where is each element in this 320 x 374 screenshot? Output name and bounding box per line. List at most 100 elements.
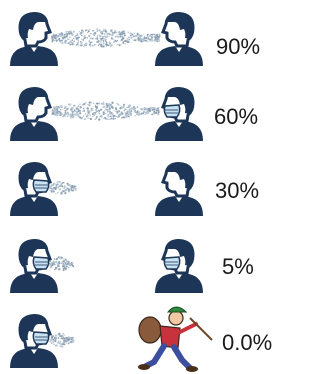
droplet xyxy=(92,45,94,47)
droplet xyxy=(80,34,81,35)
droplet xyxy=(70,338,71,339)
droplet xyxy=(109,41,111,43)
droplet xyxy=(90,33,91,34)
droplet xyxy=(52,264,54,266)
droplet xyxy=(72,340,74,342)
droplet xyxy=(68,39,69,40)
droplet xyxy=(81,35,82,36)
droplet xyxy=(77,40,79,42)
droplet xyxy=(66,266,68,268)
droplet xyxy=(66,40,68,42)
droplet xyxy=(77,37,78,38)
droplet xyxy=(124,117,126,119)
droplet xyxy=(119,33,121,35)
droplet xyxy=(134,35,136,37)
droplet xyxy=(110,29,111,30)
droplet xyxy=(59,339,60,340)
row: 60% xyxy=(10,87,258,141)
droplet xyxy=(113,39,114,40)
droplet xyxy=(121,39,123,41)
droplet xyxy=(80,106,82,108)
droplet xyxy=(68,103,70,105)
droplet xyxy=(60,183,62,185)
droplet xyxy=(61,113,63,115)
droplet xyxy=(93,103,94,104)
droplet xyxy=(147,37,149,39)
droplet xyxy=(134,111,135,112)
droplet xyxy=(95,112,96,113)
droplet xyxy=(63,186,65,188)
droplet xyxy=(84,44,86,46)
droplet xyxy=(78,108,79,109)
droplet xyxy=(86,116,87,117)
droplet xyxy=(115,37,116,38)
droplet xyxy=(64,191,65,192)
droplet xyxy=(58,333,60,335)
droplet xyxy=(149,40,151,42)
droplet xyxy=(144,109,145,110)
droplet xyxy=(60,258,61,259)
droplet xyxy=(52,37,53,38)
droplet xyxy=(83,115,85,117)
droplet xyxy=(92,113,94,115)
droplet xyxy=(69,191,70,192)
droplet xyxy=(118,32,119,33)
droplet xyxy=(152,109,154,111)
droplet xyxy=(97,36,99,38)
droplet xyxy=(128,40,129,41)
droplet xyxy=(55,185,56,186)
droplet xyxy=(142,113,143,114)
droplet xyxy=(65,108,67,110)
droplet xyxy=(111,44,113,46)
droplet xyxy=(70,337,71,338)
droplet xyxy=(60,189,61,190)
droplet xyxy=(62,336,64,338)
droplet xyxy=(63,343,65,345)
droplet xyxy=(80,42,82,44)
droplet xyxy=(59,263,61,265)
droplet xyxy=(66,343,67,344)
droplet xyxy=(108,119,110,121)
droplet xyxy=(56,182,57,183)
droplet xyxy=(108,103,110,105)
droplet xyxy=(79,104,81,106)
droplet xyxy=(73,38,74,39)
droplet xyxy=(151,38,153,40)
droplet xyxy=(65,112,67,114)
droplet xyxy=(74,109,75,110)
droplet xyxy=(63,266,64,267)
droplet xyxy=(154,34,155,35)
droplet xyxy=(55,37,57,39)
droplet xyxy=(98,45,99,46)
droplet xyxy=(111,113,113,115)
droplet xyxy=(85,29,87,31)
droplet xyxy=(60,194,61,195)
droplet xyxy=(55,108,57,110)
droplet xyxy=(91,102,92,103)
droplet xyxy=(62,37,64,39)
droplet xyxy=(61,32,63,34)
droplet xyxy=(123,107,124,108)
droplet xyxy=(60,109,62,111)
droplet xyxy=(118,36,120,38)
droplet xyxy=(84,107,85,108)
droplet xyxy=(155,39,156,40)
droplet xyxy=(101,103,103,105)
droplet xyxy=(59,256,61,258)
droplet xyxy=(74,105,75,106)
droplet xyxy=(145,112,147,114)
droplet xyxy=(128,32,129,33)
droplet xyxy=(121,118,122,119)
droplet xyxy=(72,262,74,264)
droplet xyxy=(140,36,142,38)
droplet xyxy=(78,106,79,107)
droplet xyxy=(50,339,52,341)
droplet xyxy=(84,37,86,39)
droplet xyxy=(115,110,116,111)
droplet xyxy=(111,37,113,39)
droplet xyxy=(85,113,86,114)
droplet xyxy=(82,39,84,41)
droplet xyxy=(136,114,138,116)
droplet xyxy=(67,116,68,117)
droplet xyxy=(104,110,105,111)
